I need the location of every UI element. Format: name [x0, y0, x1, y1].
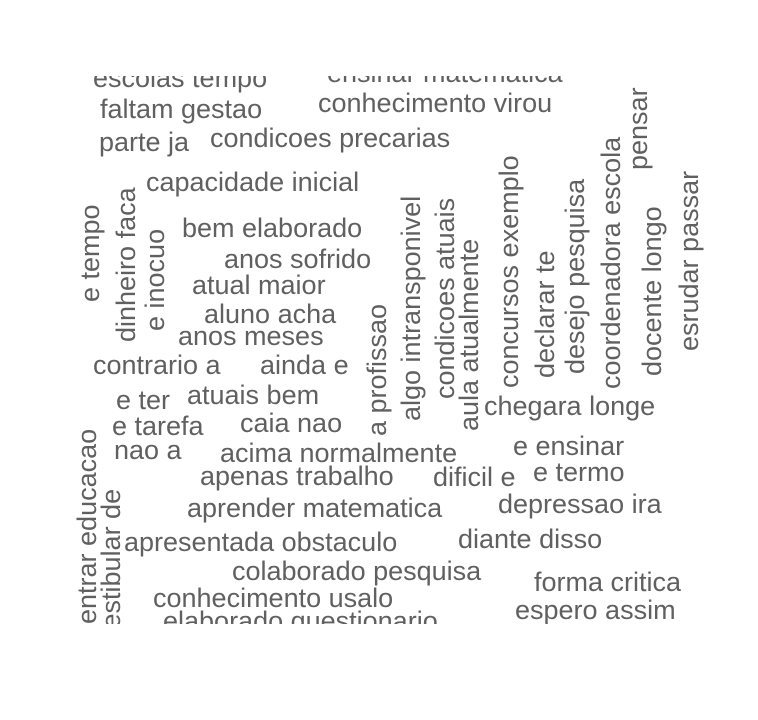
word-h20: acima normalmente	[220, 438, 458, 468]
word-h28: apresentada obstaculo	[124, 527, 398, 557]
word-h6: condicoes precarias	[210, 123, 451, 153]
word-h10: atual maior	[192, 270, 326, 300]
word-h11: aluno acha	[204, 299, 337, 329]
word-h15: e ter	[116, 385, 171, 415]
word-h4: conhecimento virou	[318, 88, 553, 118]
word-h26: aprender matematica	[187, 493, 443, 523]
word-h18: caia nao	[240, 408, 343, 438]
word-v16: vestibular de	[96, 488, 126, 624]
word-v5: algo intransponivel	[396, 195, 426, 421]
word-h34: elaborado questionario	[163, 606, 438, 625]
word-h8: bem elaborado	[182, 213, 363, 243]
word-h27: depressao ira	[498, 489, 662, 519]
word-v7: aula atualmente	[454, 238, 484, 431]
word-h1: escolas tempo	[93, 76, 268, 93]
word-v14: esrudar passar	[674, 170, 704, 351]
word-h23: dificil e	[433, 462, 516, 492]
word-v12: pensar	[623, 87, 653, 170]
word-h22: apenas trabalho	[200, 461, 394, 491]
word-cloud-area: escolas tempo ensinar matematica faltam …	[76, 76, 710, 624]
word-h17: e tarefa	[112, 411, 204, 441]
word-v2: dinheiro faca	[111, 187, 141, 342]
word-h32: conhecimento usalo	[153, 583, 394, 613]
word-h3: faltam gestao	[100, 94, 263, 124]
word-v10: desejo pesquisa	[560, 178, 590, 374]
word-h30: colaborado pesquisa	[232, 556, 482, 586]
word-h13: contrario a	[93, 350, 221, 380]
word-v13: docente longo	[637, 206, 667, 376]
word-v3: e inocuo	[140, 228, 170, 331]
word-h9: anos sofrido	[224, 244, 372, 274]
word-h2: ensinar matematica	[327, 76, 563, 87]
word-h33: espero assim	[515, 595, 676, 624]
word-h7: capacidade inicial	[146, 167, 360, 197]
word-v11: coordenadora escola	[596, 136, 626, 389]
word-h31: forma critica	[534, 567, 682, 597]
word-h14: ainda e	[260, 350, 349, 380]
word-h21: e ensinar	[513, 431, 625, 461]
word-h12: anos meses	[178, 321, 324, 351]
word-h24: e termo	[533, 457, 625, 487]
word-v1: e tempo	[76, 204, 105, 302]
word-h5: parte ja	[99, 127, 190, 157]
word-h29: diante disso	[458, 524, 603, 554]
word-v8: concursos exemplo	[494, 155, 524, 388]
word-h16: atuais bem	[187, 380, 320, 410]
word-v9: declarar te	[530, 250, 560, 378]
word-h25: chegara longe	[484, 391, 656, 421]
word-v4: a profissao	[362, 303, 392, 436]
word-h19: nao a	[114, 435, 182, 465]
